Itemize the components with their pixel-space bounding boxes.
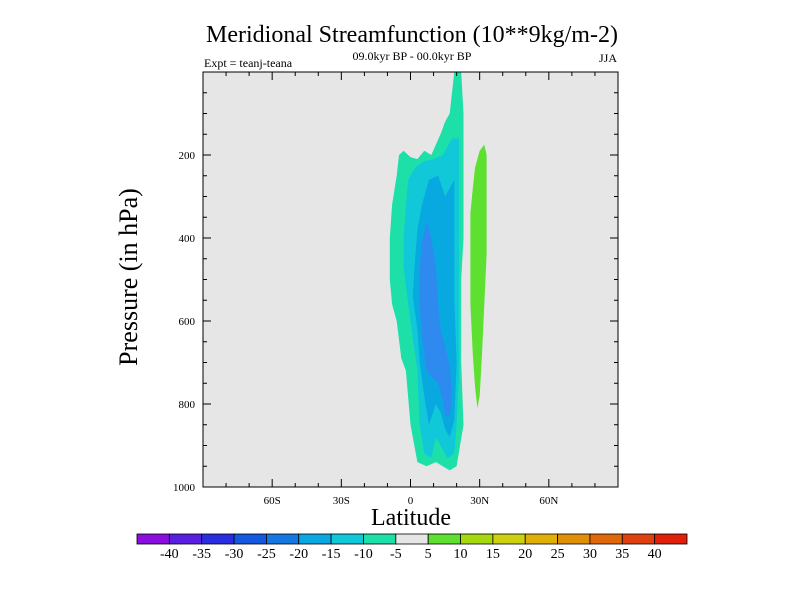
x-tick-label: 30N — [470, 495, 489, 507]
colorbar-swatch — [298, 533, 332, 545]
colorbar-swatch — [168, 533, 203, 545]
colorbar-swatch — [621, 533, 656, 545]
colorbar-swatch — [654, 533, 688, 545]
colorbar-label: -40 — [160, 547, 179, 562]
colorbar-swatch — [330, 533, 364, 545]
experiment-label: Expt = teanj-teana — [204, 56, 293, 70]
y-tick-label: 200 — [179, 150, 196, 162]
colorbar-label: 20 — [518, 547, 532, 562]
x-tick-label: 30S — [333, 495, 350, 507]
colorbar-label: 5 — [425, 547, 432, 562]
colorbar-swatch — [363, 533, 397, 545]
colorbar-swatch — [266, 533, 300, 545]
colorbar-swatch — [427, 533, 461, 545]
colorbar-label: 40 — [648, 547, 662, 562]
y-tick-label: 400 — [179, 233, 196, 245]
colorbar-swatch — [201, 533, 235, 545]
colorbar-label: -5 — [390, 547, 402, 562]
colorbar-swatch — [589, 533, 623, 545]
x-axis-label: Latitude — [371, 505, 451, 531]
colorbar-label: 30 — [583, 547, 597, 562]
y-axis-label: Pressure (in hPa) — [114, 188, 143, 366]
contour-region-3 — [419, 221, 452, 417]
colorbar-swatch — [557, 533, 591, 545]
colorbar-label: 25 — [551, 547, 565, 562]
colorbar-label: -20 — [289, 547, 308, 562]
colorbar-label: -30 — [225, 547, 244, 562]
season-label: JJA — [599, 51, 617, 65]
colorbar-label: -15 — [322, 547, 341, 562]
y-tick-label: 600 — [179, 316, 196, 328]
x-tick-label: 60S — [264, 495, 281, 507]
colorbar: -40 -35 -30 -25 -20 -15 -10 -5 5 10 15 20 25 30 35 40 — [136, 533, 688, 562]
colorbar-swatch — [233, 533, 267, 545]
contour-region-4 — [470, 144, 487, 409]
chart-title: Meridional Streamfunction (10**9kg/m-2) — [206, 22, 618, 48]
colorbar-label: 15 — [486, 547, 500, 562]
colorbar-label: -25 — [257, 547, 276, 562]
colorbar-label: 35 — [615, 547, 629, 562]
x-axis: 60S 30S 0 30N 60N — [202, 72, 619, 507]
colorbar-label: -35 — [192, 547, 211, 562]
contour-layer — [389, 72, 487, 471]
colorbar-swatch — [492, 533, 526, 545]
x-tick-label: 60N — [539, 495, 558, 507]
y-axis: 200 400 600 800 1000 — [173, 71, 618, 494]
x-tick-label: 0 — [408, 495, 414, 507]
colorbar-label: -10 — [354, 547, 373, 562]
chart-subtitle: 09.0kyr BP - 00.0kyr BP — [353, 49, 472, 63]
colorbar-label: 10 — [454, 547, 468, 562]
colorbar-swatch — [395, 533, 429, 545]
colorbar-swatch — [136, 533, 170, 545]
colorbar-swatch — [460, 533, 494, 545]
colorbar-swatch — [524, 533, 558, 545]
y-tick-label: 800 — [179, 399, 196, 411]
y-tick-label: 1000 — [173, 482, 196, 494]
